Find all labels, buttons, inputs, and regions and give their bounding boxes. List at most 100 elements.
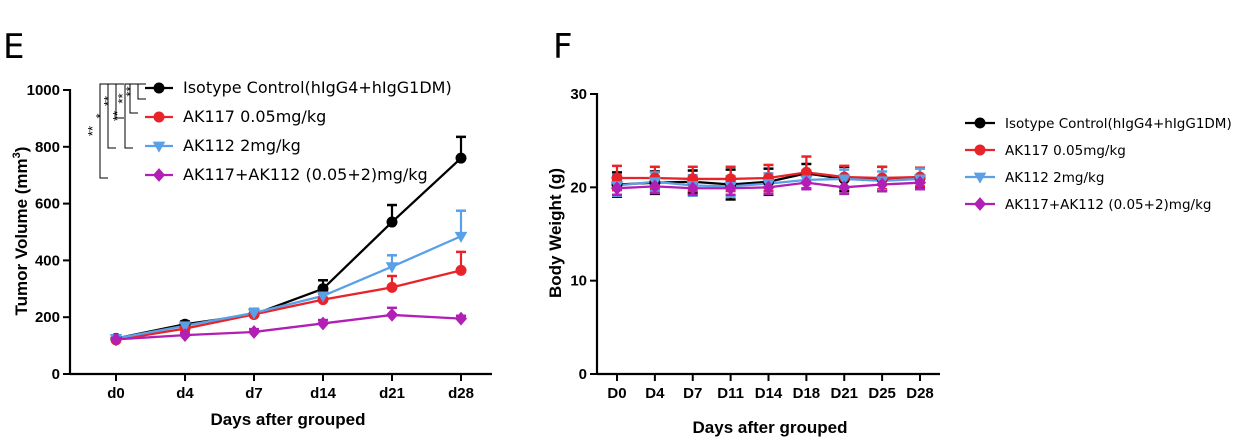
e-data-point [455,264,467,276]
e-x-tick-label: d14 [310,385,337,402]
f-data-point [686,181,699,196]
f-series-markers [610,166,927,196]
f-legend-label: Isotype Control(hIgG4+hIgG1DM) [1005,116,1232,132]
f-legend: Isotype Control(hIgG4+hIgG1DM) AK117 0.05… [965,116,1232,213]
significance-label: ** [115,93,130,103]
f-data-point [762,180,775,195]
e-legend-label: Isotype Control(hIgG4+hIgG1DM) [183,78,452,97]
f-x-tick-label: D25 [868,385,896,402]
f-axes: 0 10 20 30 D0 D4 D7 D11 D14 D18 D21 D25 D28 [570,86,940,402]
e-series-markers [109,152,468,347]
e-y-axis-label-sup: 3 [11,152,23,158]
e-data-point [109,332,123,347]
body-weight-chart: 0 10 20 30 D0 D4 D7 D11 D14 D18 D21 D25 D28 Isotype … [546,86,1232,437]
significance-bracket [124,83,133,149]
f-data-point [648,179,661,194]
e-y-tick-label: 200 [35,309,60,326]
f-data-point [837,174,851,186]
f-x-axis-label: Days after grouped [693,418,848,437]
f-legend-label: AK112 2mg/kg [1005,170,1104,186]
e-series-line-0 [115,157,462,340]
f-x-tick-label: D14 [755,385,783,402]
significance-bracket [115,83,124,119]
e-data-point [386,281,398,293]
f-legend-marker [973,172,987,184]
e-y-tick-label: 800 [35,139,60,156]
e-series-line-3 [115,313,462,341]
f-data-point [800,166,812,178]
significance-bracket [99,83,108,179]
f-y-axis-label: Body Weight (g) [546,168,565,298]
f-legend-label: AK117 0.05mg/kg [1005,143,1126,159]
e-y-axis-label-close: ) [12,147,31,153]
e-series-line-2 [115,235,462,340]
e-x-tick-label: d28 [448,385,474,402]
e-y-tick-label: 600 [35,196,60,213]
e-x-tick-label: d0 [107,385,125,402]
e-data-point [247,325,261,339]
f-x-tick-label: D7 [683,385,702,402]
e-x-axis-label: Days after grouped [211,410,366,429]
f-y-tick-label: 10 [570,273,587,290]
e-data-point [247,308,261,320]
e-legend-label: AK117+AK112 (0.05+2)mg/kg [183,165,428,184]
f-y-tick-label: 20 [570,179,587,196]
f-x-tick-label: D18 [793,385,821,402]
f-data-point [876,177,889,192]
significance-bracket [107,83,116,149]
f-data-point [800,175,813,190]
f-data-point [610,181,624,196]
f-x-tick-label: D4 [645,385,665,402]
significance-label: ** [85,126,100,136]
f-data-point [838,180,851,195]
e-legend-label: AK112 2mg/kg [183,136,301,155]
f-legend-marker [973,197,987,211]
e-data-point [386,216,398,228]
f-data-point [725,173,737,185]
panel-label-e: E [3,27,24,67]
f-x-tick-label: D21 [830,385,858,402]
e-x-tick-label: d21 [379,385,405,402]
e-data-point [455,152,467,164]
f-legend-label: AK117+AK112 (0.05+2)mg/kg [1005,197,1211,213]
e-x-tick-label: d7 [245,385,263,402]
e-y-axis-label-text: Tumor Volume (mm [12,158,31,315]
f-legend-marker [974,144,986,156]
f-y-tick-label: 0 [579,366,587,383]
e-y-tick-label: 400 [35,252,60,269]
f-y-tick-label: 30 [570,86,587,103]
e-y-tick-label: 0 [52,366,60,383]
e-legend-label: AK117 0.05mg/kg [183,107,326,126]
f-data-point [913,175,927,190]
f-legend-marker [974,117,986,129]
e-data-point [316,316,330,331]
e-data-point [385,308,399,322]
f-data-point [724,181,737,196]
e-legend-marker [153,82,165,94]
e-data-point [178,328,192,342]
f-x-tick-label: D0 [607,385,626,402]
f-x-tick-label: D11 [717,385,744,402]
e-legend: Isotype Control(hIgG4+hIgG1DM) AK117 0.05… [145,78,452,184]
e-data-point [454,231,468,243]
e-axes: 0 200 400 600 800 1000 d0 d4 d7 d14 d21 d28 [27,82,492,402]
e-series-line-1 [115,269,462,342]
e-x-tick-label: d4 [176,385,194,402]
e-data-point [385,262,399,274]
e-y-tick-label: 1000 [27,82,60,99]
f-data-point [611,172,623,184]
significance-bracket [129,83,138,114]
e-data-point [316,291,330,303]
e-legend-marker [152,141,166,153]
e-y-axis-label: Tumor Volume (mm3) [11,147,31,316]
e-data-point [178,321,192,333]
significance-label: ** [110,111,125,121]
f-x-tick-label: D28 [906,385,934,402]
significance-brackets: *********** [85,83,146,179]
panel-label-f: F [553,27,573,67]
significance-bracket [137,83,146,100]
e-legend-marker [152,168,166,182]
e-series-lines [115,157,462,342]
